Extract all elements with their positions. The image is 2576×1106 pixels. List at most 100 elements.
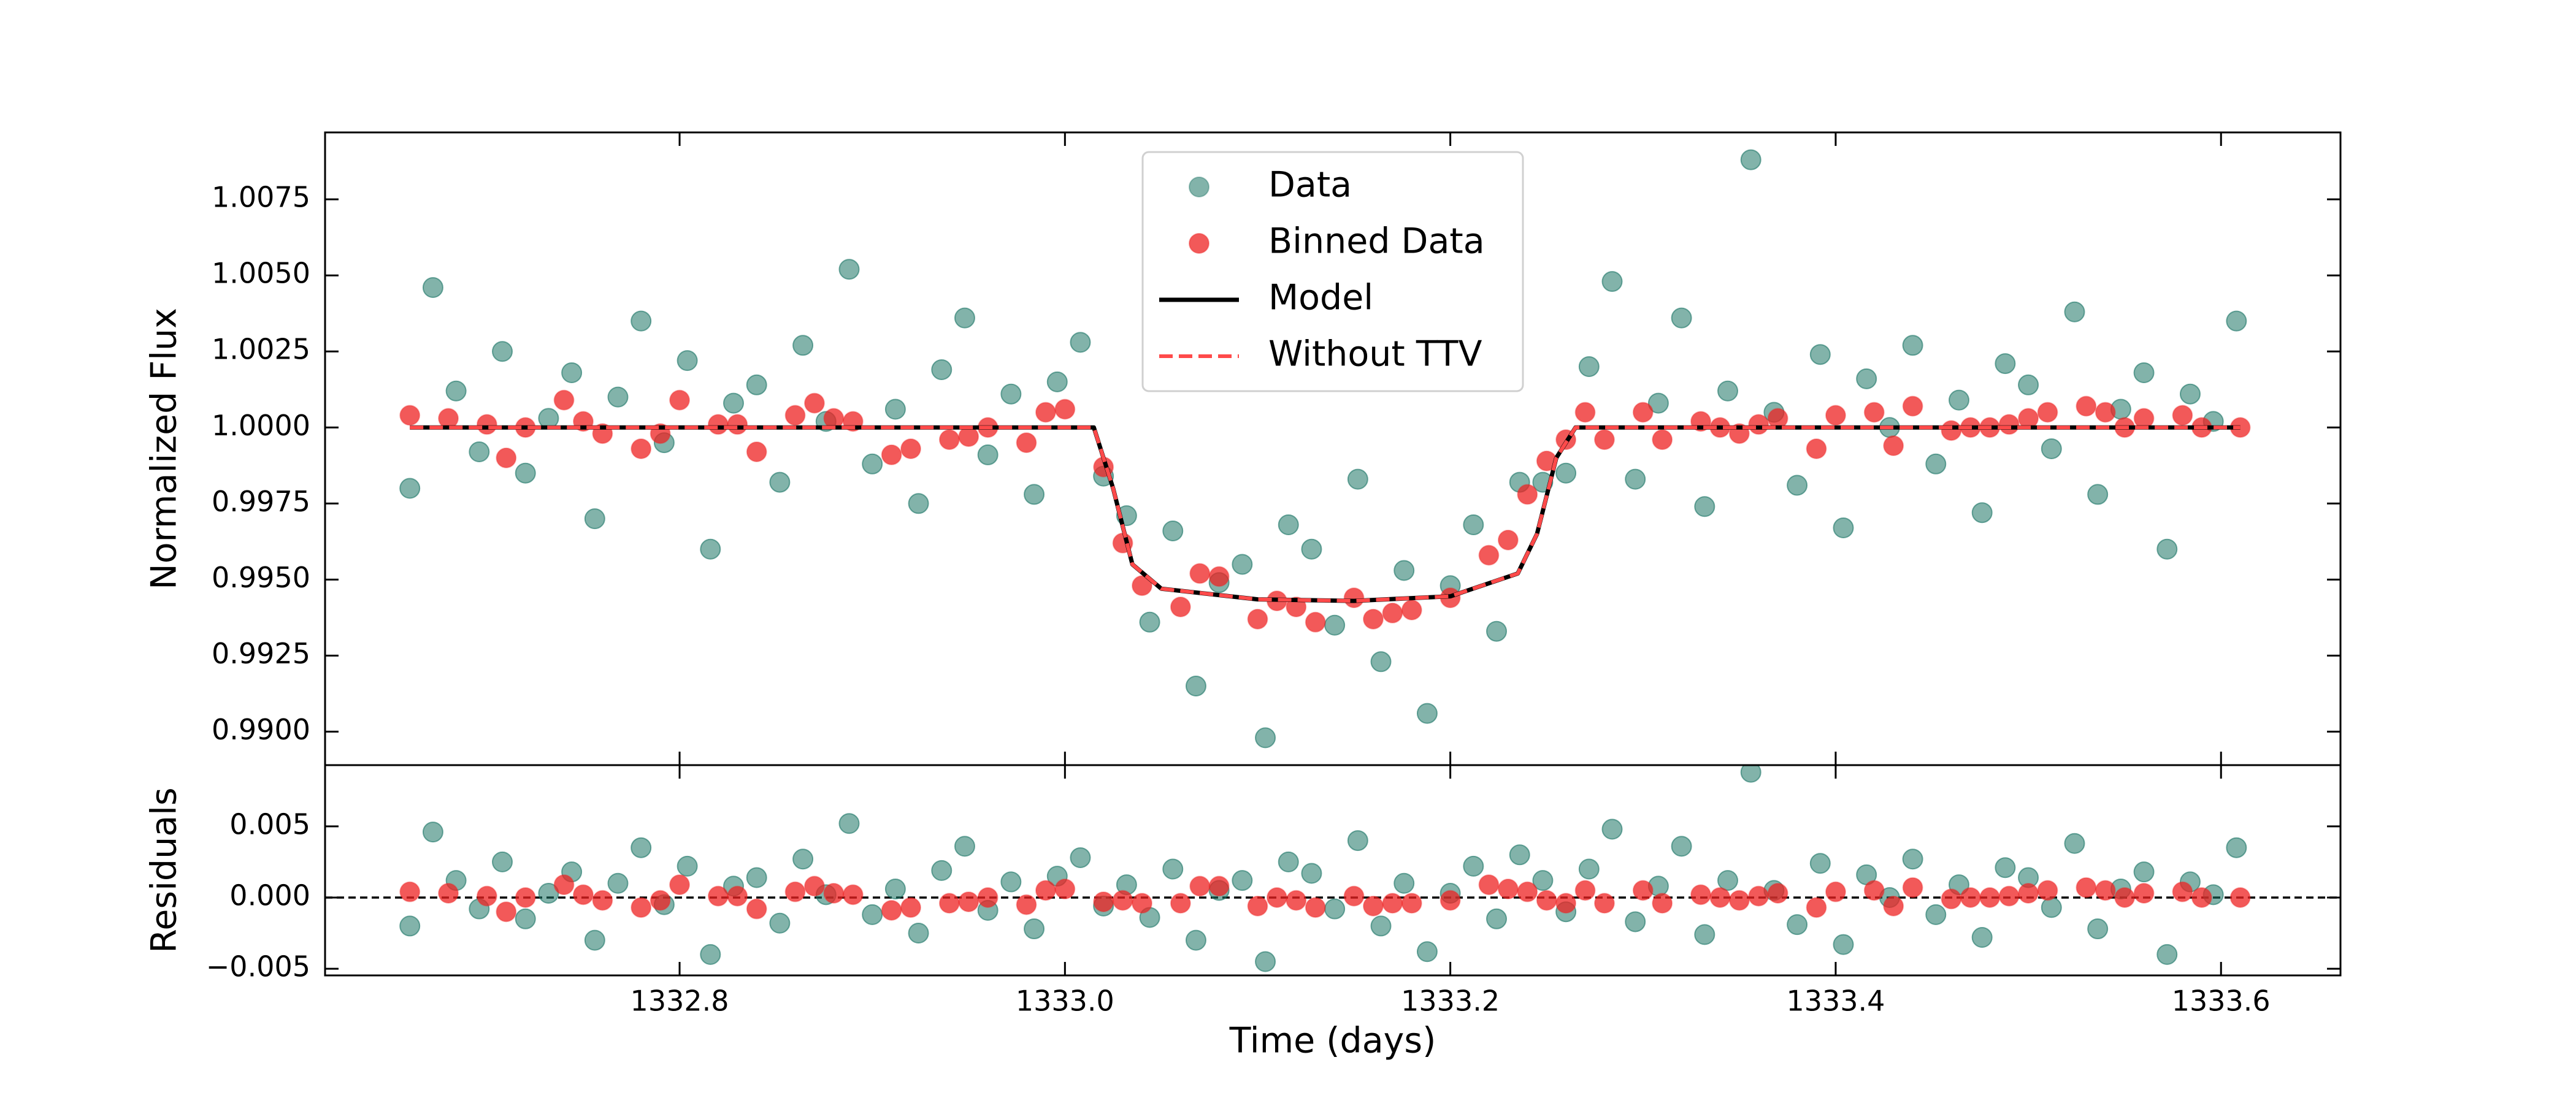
data-point (1925, 904, 1947, 925)
data-point (1070, 847, 1091, 868)
data-point (1925, 453, 1947, 475)
data-point (677, 855, 698, 877)
binned-point (707, 885, 729, 907)
data-point (1555, 462, 1577, 484)
x-tick-label: 1333.2 (1401, 985, 1500, 1018)
binned-point (1266, 887, 1287, 908)
binned-point (1728, 890, 1750, 911)
y-tick-label: −0.005 (206, 950, 310, 983)
data-point (538, 408, 559, 429)
data-point (931, 860, 953, 881)
axes-frame (324, 764, 2342, 977)
y-tick-label: 1.0025 (212, 333, 310, 366)
data-point (677, 350, 698, 372)
y-tick-label: 0.9950 (212, 561, 310, 594)
data-point (631, 837, 652, 858)
binned-point (958, 426, 979, 448)
binned-point (1497, 879, 1519, 900)
binned-point (1536, 890, 1557, 911)
binned-point (1401, 599, 1422, 620)
data-point (515, 462, 536, 484)
data-point (1301, 538, 1322, 560)
data-point (1232, 870, 1253, 891)
data-point (1416, 703, 1438, 724)
y-tick-label: 0.000 (229, 879, 310, 912)
data-point (1393, 560, 1415, 581)
data-point (1416, 941, 1438, 963)
data-point (607, 872, 629, 894)
data-point (1000, 871, 1022, 893)
binned-point (1247, 608, 1268, 630)
binned-point (1902, 395, 1923, 417)
data-point (1185, 676, 1206, 696)
binned-point (496, 901, 517, 923)
binned-point (1016, 432, 1037, 454)
legend-label: Model (1268, 278, 1373, 318)
binned-point (553, 389, 575, 411)
data-point (631, 310, 652, 332)
comparison-line (410, 425, 2241, 603)
binned-point (1305, 897, 1326, 918)
binned-point (631, 897, 652, 918)
binned-point (1517, 881, 1538, 902)
binned-point (399, 405, 421, 426)
binned-point (669, 389, 691, 411)
binned-point (1941, 420, 1962, 441)
binned-point (1208, 566, 1230, 587)
binned-point (1902, 877, 1923, 898)
data-point (2087, 484, 2109, 505)
data-point (1740, 765, 1761, 783)
binned-point (1517, 484, 1538, 505)
binned-point (1497, 529, 1519, 551)
data-point (908, 923, 929, 944)
data-point (1833, 934, 1854, 955)
y-tick-label: 1.0050 (212, 257, 310, 290)
binned-point (746, 441, 767, 462)
data-point (1625, 468, 1646, 490)
binned-point (1382, 602, 1403, 624)
y-tick-label: 0.005 (229, 807, 310, 841)
binned-point (1054, 879, 1076, 900)
data-point (515, 908, 536, 929)
data-point (1046, 371, 1068, 392)
data-point (1162, 858, 1184, 880)
binned-point (1709, 887, 1731, 908)
data-point (1070, 332, 1091, 353)
data-point (1301, 863, 1322, 884)
data-point (492, 341, 513, 362)
binned-point (900, 897, 922, 918)
data-point (1139, 611, 1160, 633)
data-point (1255, 727, 1276, 749)
binned-point (2018, 408, 2039, 429)
data-point (792, 335, 814, 356)
data-point (1671, 307, 1692, 329)
binned-point (2133, 408, 2155, 429)
data-point (1278, 851, 1299, 872)
binned-point (1574, 880, 1596, 901)
binned-point (746, 898, 767, 920)
data-point (2064, 301, 2085, 322)
binned-point (1555, 893, 1577, 914)
y-tick-label: 0.9975 (212, 485, 310, 518)
data-point (607, 386, 629, 408)
binned-point (1825, 405, 1846, 426)
data-point (1532, 870, 1554, 891)
data-point (584, 508, 605, 530)
data-point (884, 399, 906, 420)
data-point (1578, 858, 1600, 880)
binned-point (438, 408, 459, 429)
binned-point (669, 874, 691, 896)
data-point (2156, 538, 2178, 560)
binned-point (1401, 893, 1422, 914)
data-point (399, 478, 421, 499)
legend-marker (1189, 233, 1209, 254)
data-point (1578, 356, 1600, 378)
data-point (1601, 271, 1623, 292)
binned-point (1035, 880, 1056, 901)
data-point (862, 453, 883, 475)
data-point (1971, 926, 1993, 948)
data-point (884, 879, 906, 900)
y-axis-label: Normalized Flux (144, 308, 185, 590)
binned-point (1632, 880, 1654, 901)
binned-point (823, 408, 845, 429)
